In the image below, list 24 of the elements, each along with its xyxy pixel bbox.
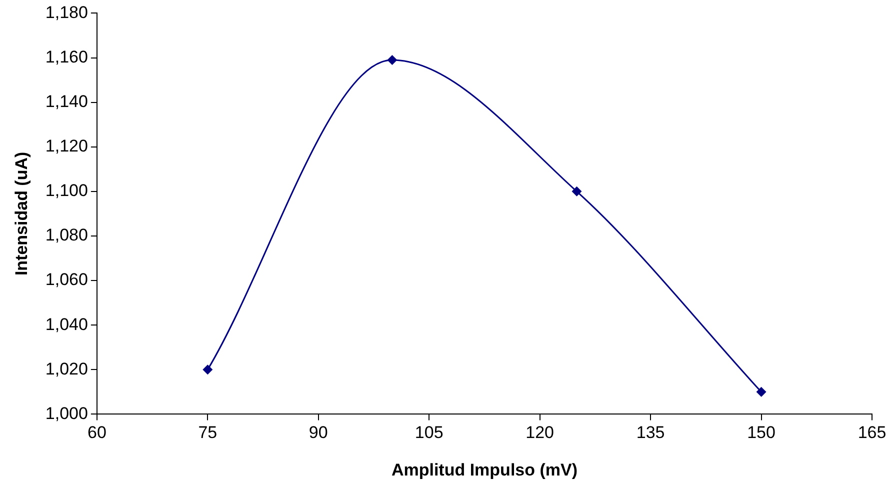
y-tick-label: 1,180	[45, 2, 88, 22]
x-tick-label: 75	[198, 423, 218, 442]
x-tick-label: 150	[747, 423, 776, 442]
x-tick-label: 135	[636, 423, 665, 442]
y-tick-label: 1,140	[45, 92, 88, 111]
x-axis-title: Amplitud Impulso (mV)	[391, 460, 578, 480]
x-tick-label: 120	[526, 423, 554, 442]
point	[387, 54, 398, 65]
y-axis-title: Intensidad (uA)	[12, 152, 31, 276]
x-tick-label: 165	[858, 423, 886, 442]
x-tick-label: 105	[414, 423, 444, 442]
x-tick-label: 90	[308, 423, 328, 442]
y-tick-label: 1,000	[45, 404, 88, 423]
y-tick-label: 1,020	[45, 359, 88, 378]
point	[756, 386, 766, 397]
y-tick-label: 1,040	[45, 314, 88, 334]
point	[572, 186, 582, 196]
x-tick-label: 60	[87, 423, 106, 442]
y-tick-label: 1,120	[45, 136, 88, 156]
y-tick-label: 1,160	[45, 47, 88, 66]
y-tick-label: 1,080	[45, 226, 88, 245]
point	[202, 364, 213, 375]
y-tick-label: 1,060	[45, 270, 88, 290]
y-tick-label: 1,100	[45, 181, 88, 200]
